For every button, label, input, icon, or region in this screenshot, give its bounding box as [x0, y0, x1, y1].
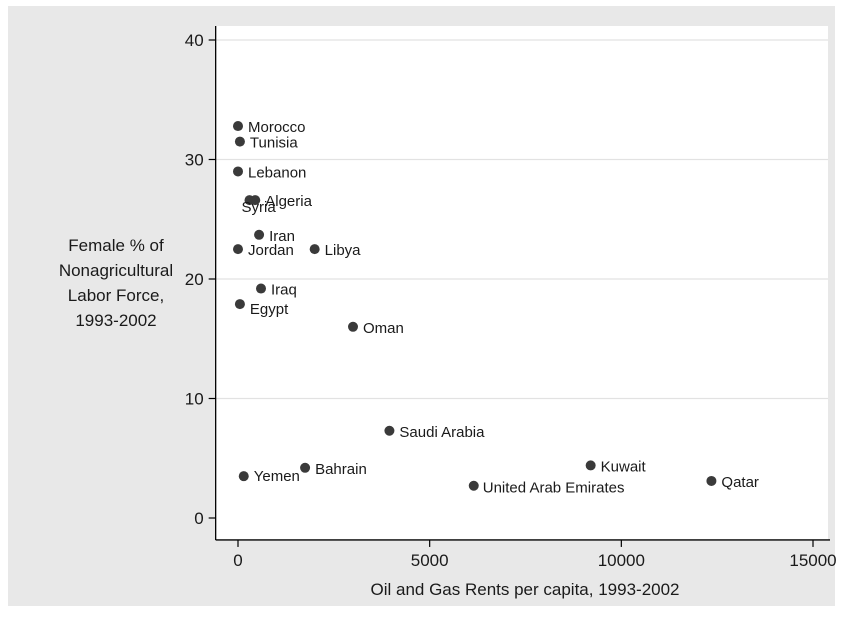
- point-morocco: [233, 121, 243, 132]
- point-iraq: [256, 283, 266, 294]
- point-egypt: [234, 299, 245, 310]
- x-tick-label-10000: 10000: [598, 551, 645, 570]
- point-tunisia: [234, 136, 245, 147]
- point-yemen: [238, 471, 249, 482]
- y-axis-ticks: 0 10 20 30 40: [185, 31, 216, 528]
- point-label-saudi-arabia: Saudi Arabia: [399, 424, 485, 441]
- point-label-jordan: Jordan: [248, 242, 294, 259]
- point-jordan: [233, 244, 243, 255]
- point-label-qatar: Qatar: [721, 474, 759, 491]
- x-tick-label-0: 0: [233, 551, 242, 570]
- point-kuwait: [585, 460, 596, 471]
- y-axis-title-line-3: Labor Force,: [68, 286, 164, 305]
- point-iran: [254, 229, 265, 240]
- point-label-oman: Oman: [363, 320, 404, 337]
- point-label-libya: Libya: [325, 242, 362, 259]
- point-label-iran: Iran: [269, 228, 295, 245]
- point-label-yemen: Yemen: [254, 468, 300, 485]
- y-tick-label-40: 40: [185, 31, 204, 50]
- point-label-bahrain: Bahrain: [315, 461, 367, 478]
- y-axis-title: Female % of Nonagricultural Labor Force,…: [59, 236, 173, 330]
- x-axis-ticks: 0 5000 10000 15000: [233, 539, 837, 570]
- point-label-lebanon: Lebanon: [248, 164, 306, 181]
- point-label-iraq: Iraq: [271, 282, 297, 299]
- point-bahrain: [300, 462, 311, 473]
- y-axis-title-line-2: Nonagricultural: [59, 261, 173, 280]
- y-tick-label-10: 10: [185, 390, 204, 409]
- point-label-tunisia: Tunisia: [250, 135, 298, 152]
- point-label-egypt: Egypt: [250, 301, 289, 318]
- point-label-united-arab-emirates: United Arab Emirates: [483, 480, 625, 497]
- x-tick-label-5000: 5000: [411, 551, 449, 570]
- y-tick-label-20: 20: [185, 270, 204, 289]
- point-label-syria: Syria: [242, 199, 277, 216]
- x-axis-title: Oil and Gas Rents per capita, 1993-2002: [370, 580, 679, 599]
- gridlines: [215, 39, 828, 400]
- point-qatar: [706, 475, 717, 486]
- point-syria: [244, 195, 255, 206]
- point-oman: [348, 321, 358, 332]
- point-label-morocco: Morocco: [248, 119, 306, 136]
- y-tick-label-0: 0: [194, 509, 203, 528]
- axes: [215, 26, 830, 541]
- point-label-kuwait: Kuwait: [601, 458, 647, 475]
- point-united-arab-emirates: [468, 480, 479, 491]
- y-axis-title-line-4: 1993-2002: [75, 311, 156, 330]
- y-axis-title-line-1: Female % of: [68, 236, 164, 255]
- point-label-algeria: Algeria: [265, 193, 312, 210]
- y-tick-label-30: 30: [185, 151, 204, 170]
- point-lebanon: [233, 166, 243, 177]
- point-saudi-arabia: [384, 425, 395, 436]
- point-libya: [309, 244, 320, 255]
- x-tick-label-15000: 15000: [789, 551, 836, 570]
- data-points: [233, 121, 717, 491]
- plot-area: [216, 26, 828, 540]
